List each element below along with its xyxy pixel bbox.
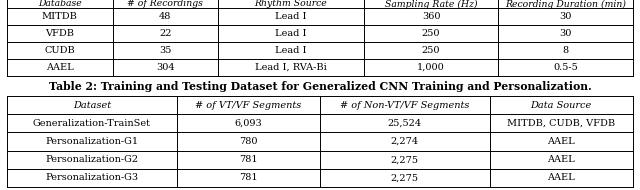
Text: 781: 781 — [239, 155, 257, 164]
Text: 25,524: 25,524 — [388, 119, 422, 128]
Text: AAEL: AAEL — [46, 63, 74, 72]
Text: VFDB: VFDB — [45, 29, 74, 38]
Text: MITDB, CUDB, VFDB: MITDB, CUDB, VFDB — [508, 119, 615, 128]
Text: 2,275: 2,275 — [391, 173, 419, 182]
Text: CUDB: CUDB — [44, 46, 75, 55]
Text: Personalization-G2: Personalization-G2 — [45, 155, 138, 164]
Text: Lead I: Lead I — [275, 29, 307, 38]
Text: # of Recordings: # of Recordings — [127, 0, 204, 9]
Text: Rhythm Source: Rhythm Source — [255, 0, 327, 9]
Text: 250: 250 — [422, 46, 440, 55]
Text: Personalization-G1: Personalization-G1 — [45, 137, 138, 146]
Text: 22: 22 — [159, 29, 172, 38]
Text: Personalization-G3: Personalization-G3 — [45, 173, 138, 182]
Text: Data Source: Data Source — [531, 101, 592, 110]
Text: MITDB: MITDB — [42, 12, 77, 21]
Text: 30: 30 — [559, 12, 572, 21]
Text: AAEL: AAEL — [547, 137, 575, 146]
Text: 35: 35 — [159, 46, 172, 55]
Text: Generalization-TrainSet: Generalization-TrainSet — [33, 119, 151, 128]
Text: 780: 780 — [239, 137, 257, 146]
Text: Lead I, RVA-Bi: Lead I, RVA-Bi — [255, 63, 327, 72]
Text: Dataset: Dataset — [73, 101, 111, 110]
Text: 781: 781 — [239, 173, 257, 182]
Text: Database: Database — [38, 0, 82, 9]
Text: 0.5-5: 0.5-5 — [554, 63, 578, 72]
Text: 30: 30 — [559, 29, 572, 38]
Text: # of Non-VT/VF Segments: # of Non-VT/VF Segments — [340, 101, 470, 110]
Text: 250: 250 — [422, 29, 440, 38]
Text: Lead I: Lead I — [275, 12, 307, 21]
Text: 6,093: 6,093 — [234, 119, 262, 128]
Text: 304: 304 — [156, 63, 175, 72]
Text: 48: 48 — [159, 12, 172, 21]
Text: Lead I: Lead I — [275, 46, 307, 55]
Text: 1,000: 1,000 — [417, 63, 445, 72]
Text: AAEL: AAEL — [547, 155, 575, 164]
Text: 2,274: 2,274 — [390, 137, 419, 146]
Text: Sampling Rate (Hz): Sampling Rate (Hz) — [385, 0, 477, 9]
Text: AAEL: AAEL — [547, 173, 575, 182]
Text: 2,275: 2,275 — [391, 155, 419, 164]
Text: Recording Duration (min): Recording Duration (min) — [505, 0, 626, 9]
Text: 8: 8 — [563, 46, 569, 55]
Text: 360: 360 — [422, 12, 440, 21]
Text: # of VT/VF Segments: # of VT/VF Segments — [195, 101, 301, 110]
Text: Table 2: Training and Testing Dataset for Generalized CNN Training and Personali: Table 2: Training and Testing Dataset fo… — [49, 82, 591, 93]
